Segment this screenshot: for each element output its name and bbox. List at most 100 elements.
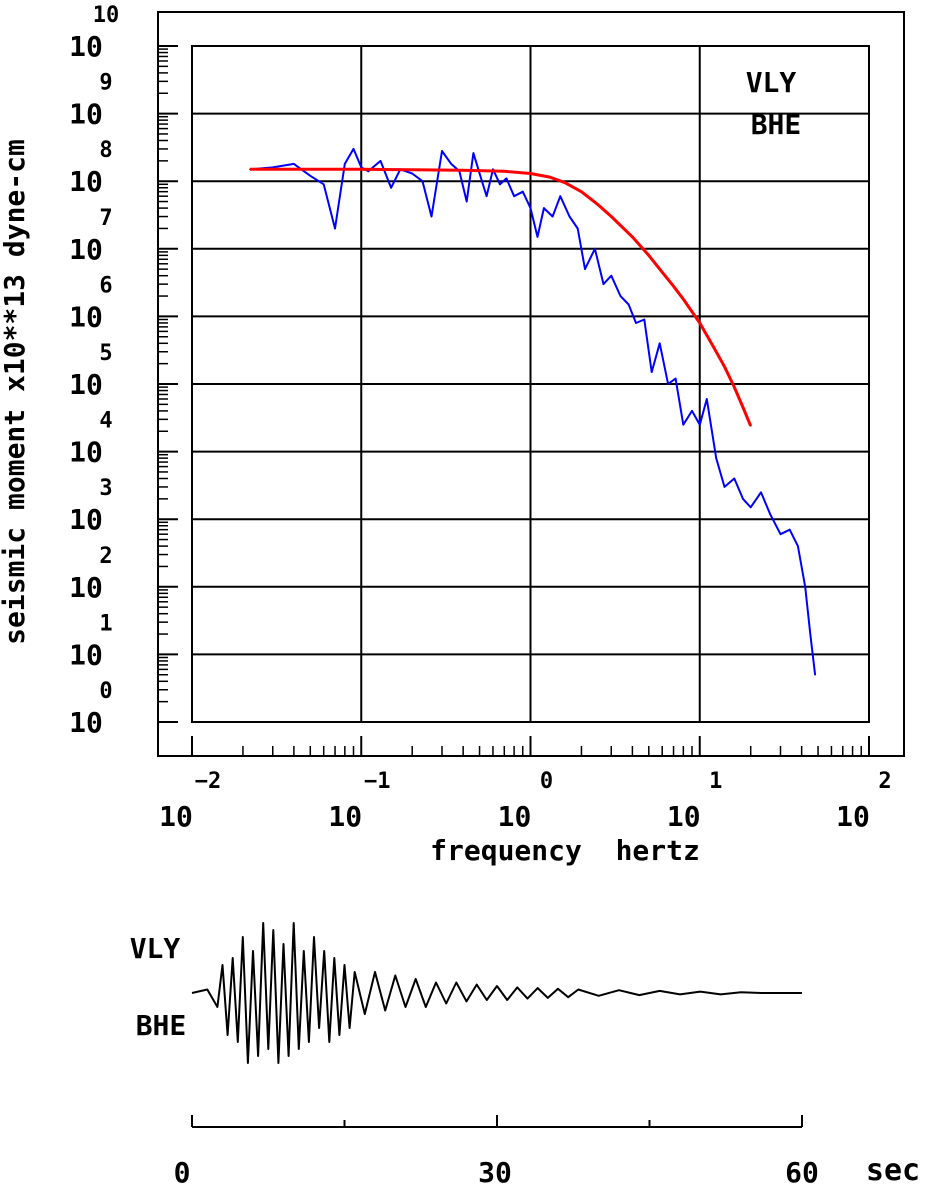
y-tick-base: 10 (69, 503, 103, 536)
model-fit-point (648, 254, 650, 257)
y-tick-base: 10 (69, 638, 103, 671)
spectrum-point (450, 163, 453, 165)
y-tick-base: 10 (69, 706, 103, 739)
spectrum-point (334, 227, 336, 230)
y-tick-base: 10 (69, 233, 103, 266)
spectrum-point (674, 377, 677, 380)
y-tick-base: 10 (69, 30, 103, 63)
spectrum-point (322, 183, 325, 186)
spectrum-point (344, 163, 346, 165)
spectrum-point (602, 283, 605, 285)
model-fit-point (564, 181, 566, 184)
time-tick-label: 60 (785, 1156, 819, 1184)
spectrum-point (543, 207, 545, 209)
spectrum-point (421, 180, 424, 182)
model-fit-point (580, 190, 583, 193)
spectrum-series-line (249, 147, 817, 675)
model-fit-point (712, 345, 714, 348)
spectrum-point (760, 491, 762, 494)
station-label: VLY (746, 66, 797, 99)
spectrum-point (769, 513, 771, 515)
spectrum-point (485, 195, 488, 197)
x-tick-exponent: −1 (364, 769, 391, 794)
x-tick-exponent: −2 (195, 769, 222, 794)
y-tick-exponent: 3 (99, 476, 112, 501)
spectrum-point (430, 215, 433, 218)
y-tick-exponent: 1 (99, 611, 112, 636)
model-fit-point (597, 203, 599, 206)
y-tick-exponent: 8 (99, 138, 112, 163)
y-tick-exponent: 7 (99, 206, 112, 231)
model-fit-point (682, 298, 685, 300)
spectrum-point (635, 322, 637, 324)
spectrum-point (610, 274, 613, 277)
x-tick-exponent: 0 (540, 769, 553, 794)
y-tick-exponent: 2 (99, 544, 112, 569)
spectrum-point (682, 423, 685, 426)
spectrum-point (309, 175, 312, 177)
model-fit-point (672, 285, 675, 288)
spectrum-point (699, 423, 701, 426)
x-tick-base: 10 (159, 800, 193, 833)
model-fit-point (529, 172, 532, 175)
spectrum-point (594, 248, 596, 250)
y-tick-base: 10 (69, 571, 103, 604)
y-tick-exponent: 6 (99, 273, 112, 298)
spectrum-point (576, 227, 579, 230)
spectrum-point (360, 166, 363, 169)
spectrum-point (293, 163, 295, 165)
spectrum-point (658, 342, 661, 345)
spectrum-point (749, 506, 752, 509)
model-fit-point (249, 168, 251, 171)
spectrum-point (478, 172, 481, 175)
x-tick-base: 10 (328, 800, 362, 833)
seismogram-trace (191, 922, 802, 1064)
spectrum-point (804, 586, 806, 588)
time-tick-label: 0 (174, 1156, 191, 1184)
y-axis-label: seismic moment x10**13 dyne-cm (0, 139, 31, 645)
spectrum-point (367, 170, 370, 173)
model-fit-point (610, 215, 613, 218)
spectrum-point (379, 160, 382, 162)
spectrum-point (691, 410, 693, 412)
seismogram-layer (191, 922, 802, 1064)
model-fit-point (549, 176, 551, 178)
spectrum-point (742, 498, 744, 500)
spectrum-point (522, 190, 524, 193)
model-fit-point (411, 168, 414, 171)
seismogram-component-label: BHE (136, 1009, 187, 1042)
spectrum-point (513, 195, 515, 197)
spectrum-point (559, 195, 562, 197)
model-fit-point (503, 170, 506, 173)
spectrum-point (499, 183, 501, 186)
y-tick-base: 10 (69, 436, 103, 469)
y-tick-base: 10 (69, 368, 103, 401)
y-tick-base: 10 (69, 165, 103, 198)
x-axis-label: frequency hertz (430, 834, 700, 867)
spectrum-point (472, 152, 475, 154)
y-tick-base: 10 (69, 98, 103, 131)
y-tick-exponent: 9 (99, 71, 112, 96)
spectrum-point (529, 207, 532, 209)
spectrum-point (551, 215, 554, 218)
time-unit-label: sec (866, 1153, 920, 1184)
model-fit-point (742, 406, 744, 409)
spectrum-point (568, 215, 571, 218)
model-fit-point (733, 386, 736, 388)
x-tick-base: 10 (836, 800, 870, 833)
spectrum-point (411, 172, 414, 175)
model-fit-point (661, 271, 663, 274)
x-tick-base: 10 (498, 800, 532, 833)
model-fit-point (360, 168, 363, 171)
spectrum-point (619, 295, 622, 297)
series-layer (249, 147, 817, 676)
y-tick-exponent: 0 (99, 679, 112, 704)
seismogram-station-label: VLY (130, 932, 181, 965)
model-fit-point (631, 236, 634, 238)
y-tick-base: 10 (69, 300, 103, 333)
spectrum-point (797, 545, 799, 547)
spectrum-point (390, 187, 392, 189)
x-tick-exponent: 1 (709, 769, 722, 794)
